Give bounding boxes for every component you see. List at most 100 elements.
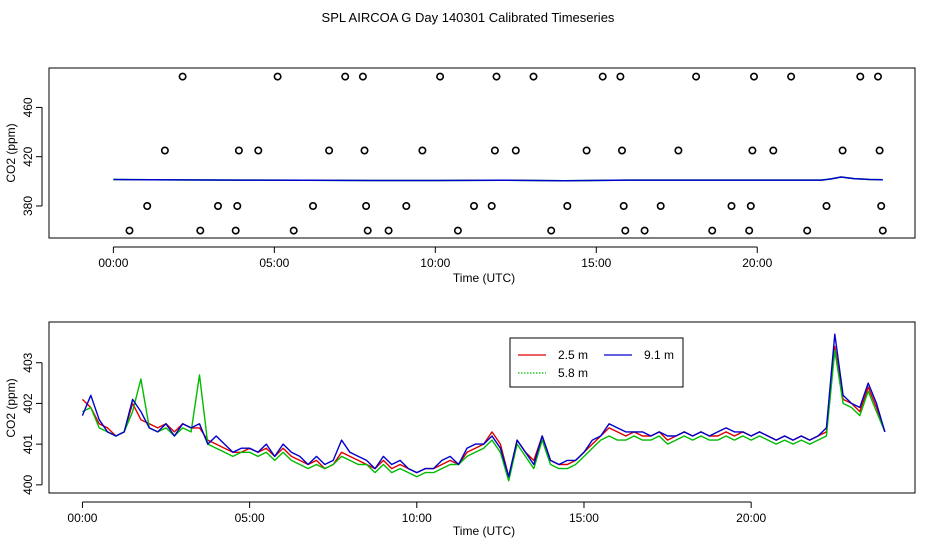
top-y-axis-label: CO2 (ppm): [4, 123, 18, 182]
top-marker-point: [621, 226, 630, 235]
bottom-x-axis: 00:00 05:00 10:00 15:00 20:00: [67, 501, 767, 525]
top-marker-point: [877, 202, 886, 211]
bottom-x-axis-label: Time (UTC): [453, 524, 515, 538]
top-marker-point: [692, 72, 701, 81]
top-marker-point: [822, 202, 831, 211]
bottom-series-line-5-8-m: [82, 349, 886, 482]
top-x-tick-label: 15:00: [581, 256, 611, 270]
top-marker-point: [878, 226, 887, 235]
top-marker-point: [875, 146, 884, 155]
top-marker-point: [619, 202, 628, 211]
top-marker-point: [341, 72, 350, 81]
top-x-tick-label: 20:00: [742, 256, 772, 270]
top-marker-point: [582, 146, 591, 155]
chart-main-title: SPL AIRCOA G Day 140301 Calibrated Times…: [321, 10, 615, 25]
top-marker-point: [803, 226, 812, 235]
top-marker-point: [178, 72, 187, 81]
top-marker-point: [384, 226, 393, 235]
top-marker-point: [363, 226, 372, 235]
panel-bottom: 00:00 05:00 10:00 15:00 20:00 400 401 402 403 T…: [4, 321, 916, 538]
top-marker-point: [856, 72, 865, 81]
top-series-line-blue: [113, 176, 883, 182]
top-marker-point: [362, 202, 371, 211]
top-marker-point: [529, 72, 538, 81]
top-y-tick-label: 420: [21, 146, 35, 166]
top-marker-point: [254, 146, 263, 155]
top-marker-point: [233, 202, 242, 211]
bottom-y-axis: 400 401 402 403: [21, 352, 43, 495]
top-marker-point: [492, 72, 501, 81]
bottom-plot-frame: [48, 321, 916, 494]
top-marker-point: [273, 72, 282, 81]
legend-label-9-1m: 9.1 m: [644, 348, 674, 362]
top-marker-point: [873, 72, 882, 81]
top-marker-point: [436, 72, 445, 81]
top-y-tick-label: 460: [21, 97, 35, 117]
top-marker-point: [196, 226, 205, 235]
bottom-y-tick-label: 403: [21, 352, 35, 372]
panel-top: 00:00 05:00 10:00 15:00 20:00 380 420 460 Time…: [4, 67, 916, 285]
top-marker-point: [748, 146, 757, 155]
bottom-series-line-9-1-m: [81, 333, 886, 478]
bottom-x-tick-label: 20:00: [736, 511, 766, 525]
bottom-x-tick-label: 00:00: [67, 511, 97, 525]
top-markers-group: [125, 72, 887, 235]
bottom-y-tick-label: 401: [21, 434, 35, 454]
top-marker-point: [360, 146, 369, 155]
bottom-x-tick-label: 15:00: [569, 511, 599, 525]
bottom-y-axis-label: CO2 (ppm): [4, 378, 18, 437]
bottom-x-tick-label: 05:00: [235, 511, 265, 525]
legend: 2.5 m 5.8 m 9.1 m: [509, 337, 684, 388]
top-marker-point: [418, 146, 427, 155]
top-marker-point: [289, 226, 298, 235]
top-plot-frame: [48, 67, 916, 239]
top-marker-point: [511, 146, 520, 155]
top-y-axis: 380 420 460: [21, 97, 43, 216]
top-x-tick-label: 10:00: [420, 256, 450, 270]
top-marker-point: [487, 202, 496, 211]
bottom-series-line-2-5-m: [81, 345, 886, 478]
top-marker-point: [708, 226, 717, 235]
top-marker-point: [563, 202, 572, 211]
bottom-y-tick-label: 400: [21, 475, 35, 495]
top-series-group: [113, 176, 883, 182]
top-marker-point: [745, 226, 754, 235]
top-marker-point: [749, 72, 758, 81]
top-marker-point: [234, 146, 243, 155]
top-marker-point: [490, 146, 499, 155]
top-marker-point: [674, 146, 683, 155]
top-y-tick-label: 380: [21, 196, 35, 216]
top-x-axis-label: Time (UTC): [453, 271, 515, 285]
top-marker-point: [787, 72, 796, 81]
top-marker-point: [598, 72, 607, 81]
top-marker-point: [727, 202, 736, 211]
top-x-tick-label: 00:00: [98, 256, 128, 270]
top-marker-point: [746, 202, 755, 211]
legend-box: [509, 337, 684, 388]
top-marker-point: [160, 146, 169, 155]
bottom-series-group: [81, 333, 886, 482]
top-marker-point: [402, 202, 411, 211]
top-marker-point: [838, 146, 847, 155]
top-marker-point: [231, 226, 240, 235]
top-marker-point: [656, 202, 665, 211]
top-marker-point: [617, 146, 626, 155]
top-marker-point: [769, 146, 778, 155]
bottom-y-tick-label: 402: [21, 393, 35, 413]
top-marker-point: [358, 72, 367, 81]
bottom-x-tick-label: 10:00: [402, 511, 432, 525]
top-marker-point: [308, 202, 317, 211]
top-marker-point: [640, 226, 649, 235]
top-marker-point: [616, 72, 625, 81]
top-x-axis: 00:00 05:00 10:00 15:00 20:00: [98, 246, 773, 270]
top-marker-point: [214, 202, 223, 211]
legend-label-5-8m: 5.8 m: [558, 366, 588, 380]
legend-label-2-5m: 2.5 m: [558, 348, 588, 362]
top-marker-point: [469, 202, 478, 211]
top-marker-point: [143, 202, 152, 211]
top-marker-point: [453, 226, 462, 235]
top-marker-point: [547, 226, 556, 235]
top-marker-point: [325, 146, 334, 155]
top-x-tick-label: 05:00: [259, 256, 289, 270]
